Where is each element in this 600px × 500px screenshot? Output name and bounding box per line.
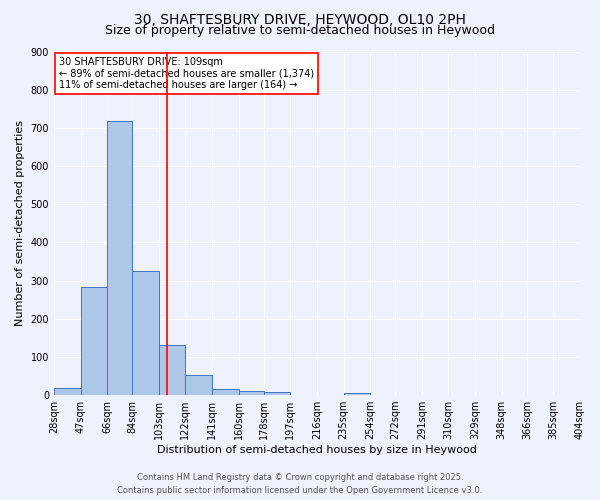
Bar [132, 271, 159, 395]
Text: Size of property relative to semi-detached houses in Heywood: Size of property relative to semi-detach… [105, 24, 495, 37]
Bar [344, 393, 370, 395]
Bar [212, 390, 239, 395]
Y-axis label: Number of semi-detached properties: Number of semi-detached properties [15, 120, 25, 326]
Text: 30 SHAFTESBURY DRIVE: 109sqm
← 89% of semi-detached houses are smaller (1,374)
1: 30 SHAFTESBURY DRIVE: 109sqm ← 89% of se… [59, 56, 314, 90]
Text: Contains HM Land Registry data © Crown copyright and database right 2025.
Contai: Contains HM Land Registry data © Crown c… [118, 474, 482, 495]
Bar [239, 391, 264, 395]
Bar [159, 346, 185, 395]
Bar [54, 388, 80, 395]
Bar [80, 287, 107, 395]
Bar [264, 392, 290, 395]
X-axis label: Distribution of semi-detached houses by size in Heywood: Distribution of semi-detached houses by … [157, 445, 477, 455]
Bar [185, 375, 212, 395]
Text: 30, SHAFTESBURY DRIVE, HEYWOOD, OL10 2PH: 30, SHAFTESBURY DRIVE, HEYWOOD, OL10 2PH [134, 12, 466, 26]
Bar [107, 121, 132, 395]
